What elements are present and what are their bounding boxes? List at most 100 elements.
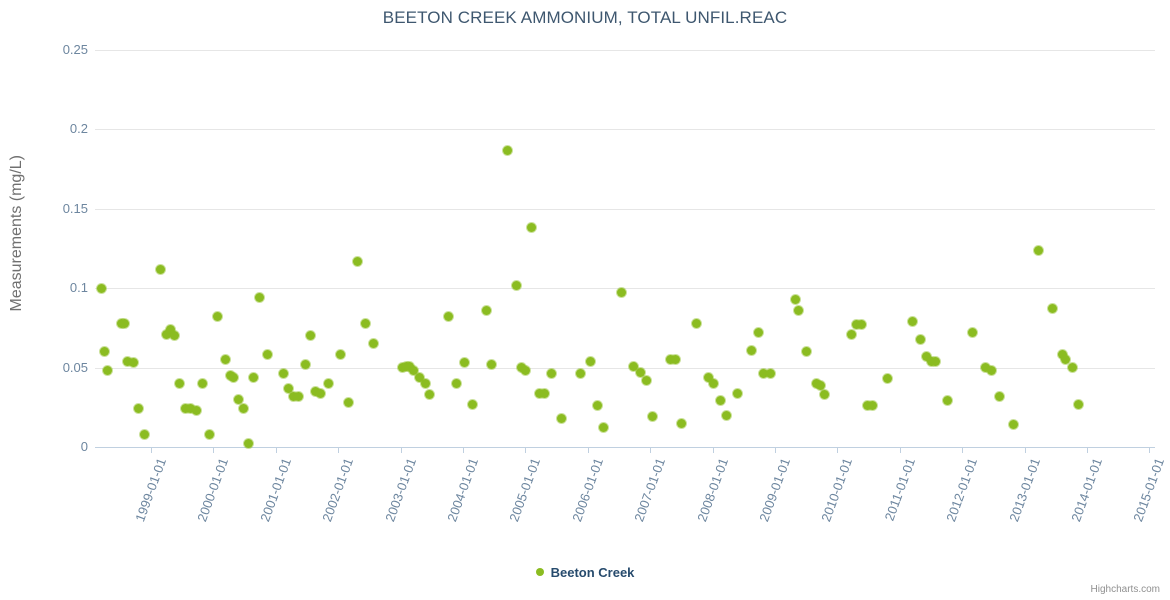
data-point[interactable]	[255, 293, 265, 303]
data-point[interactable]	[212, 312, 222, 322]
data-point[interactable]	[316, 388, 326, 398]
data-point[interactable]	[819, 390, 829, 400]
data-point[interactable]	[162, 329, 172, 339]
data-point[interactable]	[353, 256, 363, 266]
data-point[interactable]	[856, 320, 866, 330]
data-point[interactable]	[134, 404, 144, 414]
data-point[interactable]	[882, 374, 892, 384]
data-point[interactable]	[300, 359, 310, 369]
data-point[interactable]	[129, 358, 139, 368]
data-point[interactable]	[414, 372, 424, 382]
data-point[interactable]	[323, 378, 333, 388]
data-point[interactable]	[368, 339, 378, 349]
data-point[interactable]	[487, 359, 497, 369]
data-point[interactable]	[746, 345, 756, 355]
data-point[interactable]	[103, 366, 113, 376]
data-point[interactable]	[648, 412, 658, 422]
data-point[interactable]	[467, 399, 477, 409]
data-point[interactable]	[575, 369, 585, 379]
data-point[interactable]	[704, 372, 714, 382]
data-point[interactable]	[1067, 363, 1077, 373]
data-point[interactable]	[733, 388, 743, 398]
data-point[interactable]	[421, 378, 431, 388]
data-point[interactable]	[862, 401, 872, 411]
data-point[interactable]	[1033, 245, 1043, 255]
data-point[interactable]	[715, 396, 725, 406]
data-point[interactable]	[452, 378, 462, 388]
data-point[interactable]	[1009, 420, 1019, 430]
data-point[interactable]	[907, 317, 917, 327]
data-point[interactable]	[244, 439, 254, 449]
data-point[interactable]	[99, 347, 109, 357]
data-point[interactable]	[460, 358, 470, 368]
data-point[interactable]	[765, 369, 775, 379]
data-point[interactable]	[306, 331, 316, 341]
data-point[interactable]	[616, 288, 626, 298]
data-point[interactable]	[278, 369, 288, 379]
data-point[interactable]	[344, 398, 354, 408]
data-point[interactable]	[181, 404, 191, 414]
data-point[interactable]	[238, 404, 248, 414]
data-point[interactable]	[481, 305, 491, 315]
data-point[interactable]	[641, 375, 651, 385]
data-point[interactable]	[539, 388, 549, 398]
data-point[interactable]	[665, 355, 675, 365]
data-point[interactable]	[220, 355, 230, 365]
data-point[interactable]	[915, 334, 925, 344]
data-point[interactable]	[995, 391, 1005, 401]
data-point[interactable]	[404, 361, 414, 371]
data-point[interactable]	[629, 361, 639, 371]
data-point[interactable]	[816, 380, 826, 390]
data-point[interactable]	[170, 331, 180, 341]
data-point[interactable]	[123, 356, 133, 366]
data-point[interactable]	[425, 390, 435, 400]
data-point[interactable]	[503, 145, 513, 155]
data-point[interactable]	[759, 369, 769, 379]
data-point[interactable]	[867, 401, 877, 411]
data-point[interactable]	[156, 264, 166, 274]
data-point[interactable]	[294, 391, 304, 401]
data-point[interactable]	[284, 383, 294, 393]
data-point[interactable]	[691, 318, 701, 328]
data-point[interactable]	[165, 324, 175, 334]
data-point[interactable]	[794, 305, 804, 315]
data-point[interactable]	[409, 366, 419, 376]
data-point[interactable]	[586, 356, 596, 366]
data-point[interactable]	[592, 401, 602, 411]
data-point[interactable]	[174, 378, 184, 388]
data-point[interactable]	[676, 418, 686, 428]
data-point[interactable]	[198, 378, 208, 388]
data-point[interactable]	[234, 394, 244, 404]
data-point[interactable]	[981, 363, 991, 373]
data-point[interactable]	[192, 405, 202, 415]
data-point[interactable]	[96, 283, 106, 293]
legend-item-beeton-creek[interactable]: Beeton Creek	[535, 564, 634, 580]
data-point[interactable]	[262, 350, 272, 360]
data-point[interactable]	[229, 372, 239, 382]
data-point[interactable]	[1048, 304, 1058, 314]
data-point[interactable]	[520, 366, 530, 376]
data-point[interactable]	[671, 355, 681, 365]
data-point[interactable]	[987, 366, 997, 376]
data-point[interactable]	[922, 351, 932, 361]
data-point[interactable]	[926, 356, 936, 366]
data-point[interactable]	[547, 369, 557, 379]
data-point[interactable]	[311, 386, 321, 396]
data-point[interactable]	[1074, 399, 1084, 409]
data-point[interactable]	[791, 294, 801, 304]
data-point[interactable]	[598, 423, 608, 433]
data-point[interactable]	[186, 404, 196, 414]
data-point[interactable]	[443, 312, 453, 322]
data-point[interactable]	[721, 410, 731, 420]
data-point[interactable]	[527, 223, 537, 233]
data-point[interactable]	[846, 329, 856, 339]
data-point[interactable]	[636, 367, 646, 377]
data-point[interactable]	[288, 391, 298, 401]
data-point[interactable]	[557, 413, 567, 423]
data-point[interactable]	[534, 388, 544, 398]
data-point[interactable]	[336, 350, 346, 360]
highcharts-credits-link[interactable]: Highcharts.com	[1090, 584, 1160, 595]
data-point[interactable]	[967, 328, 977, 338]
data-point[interactable]	[801, 347, 811, 357]
data-point[interactable]	[361, 318, 371, 328]
